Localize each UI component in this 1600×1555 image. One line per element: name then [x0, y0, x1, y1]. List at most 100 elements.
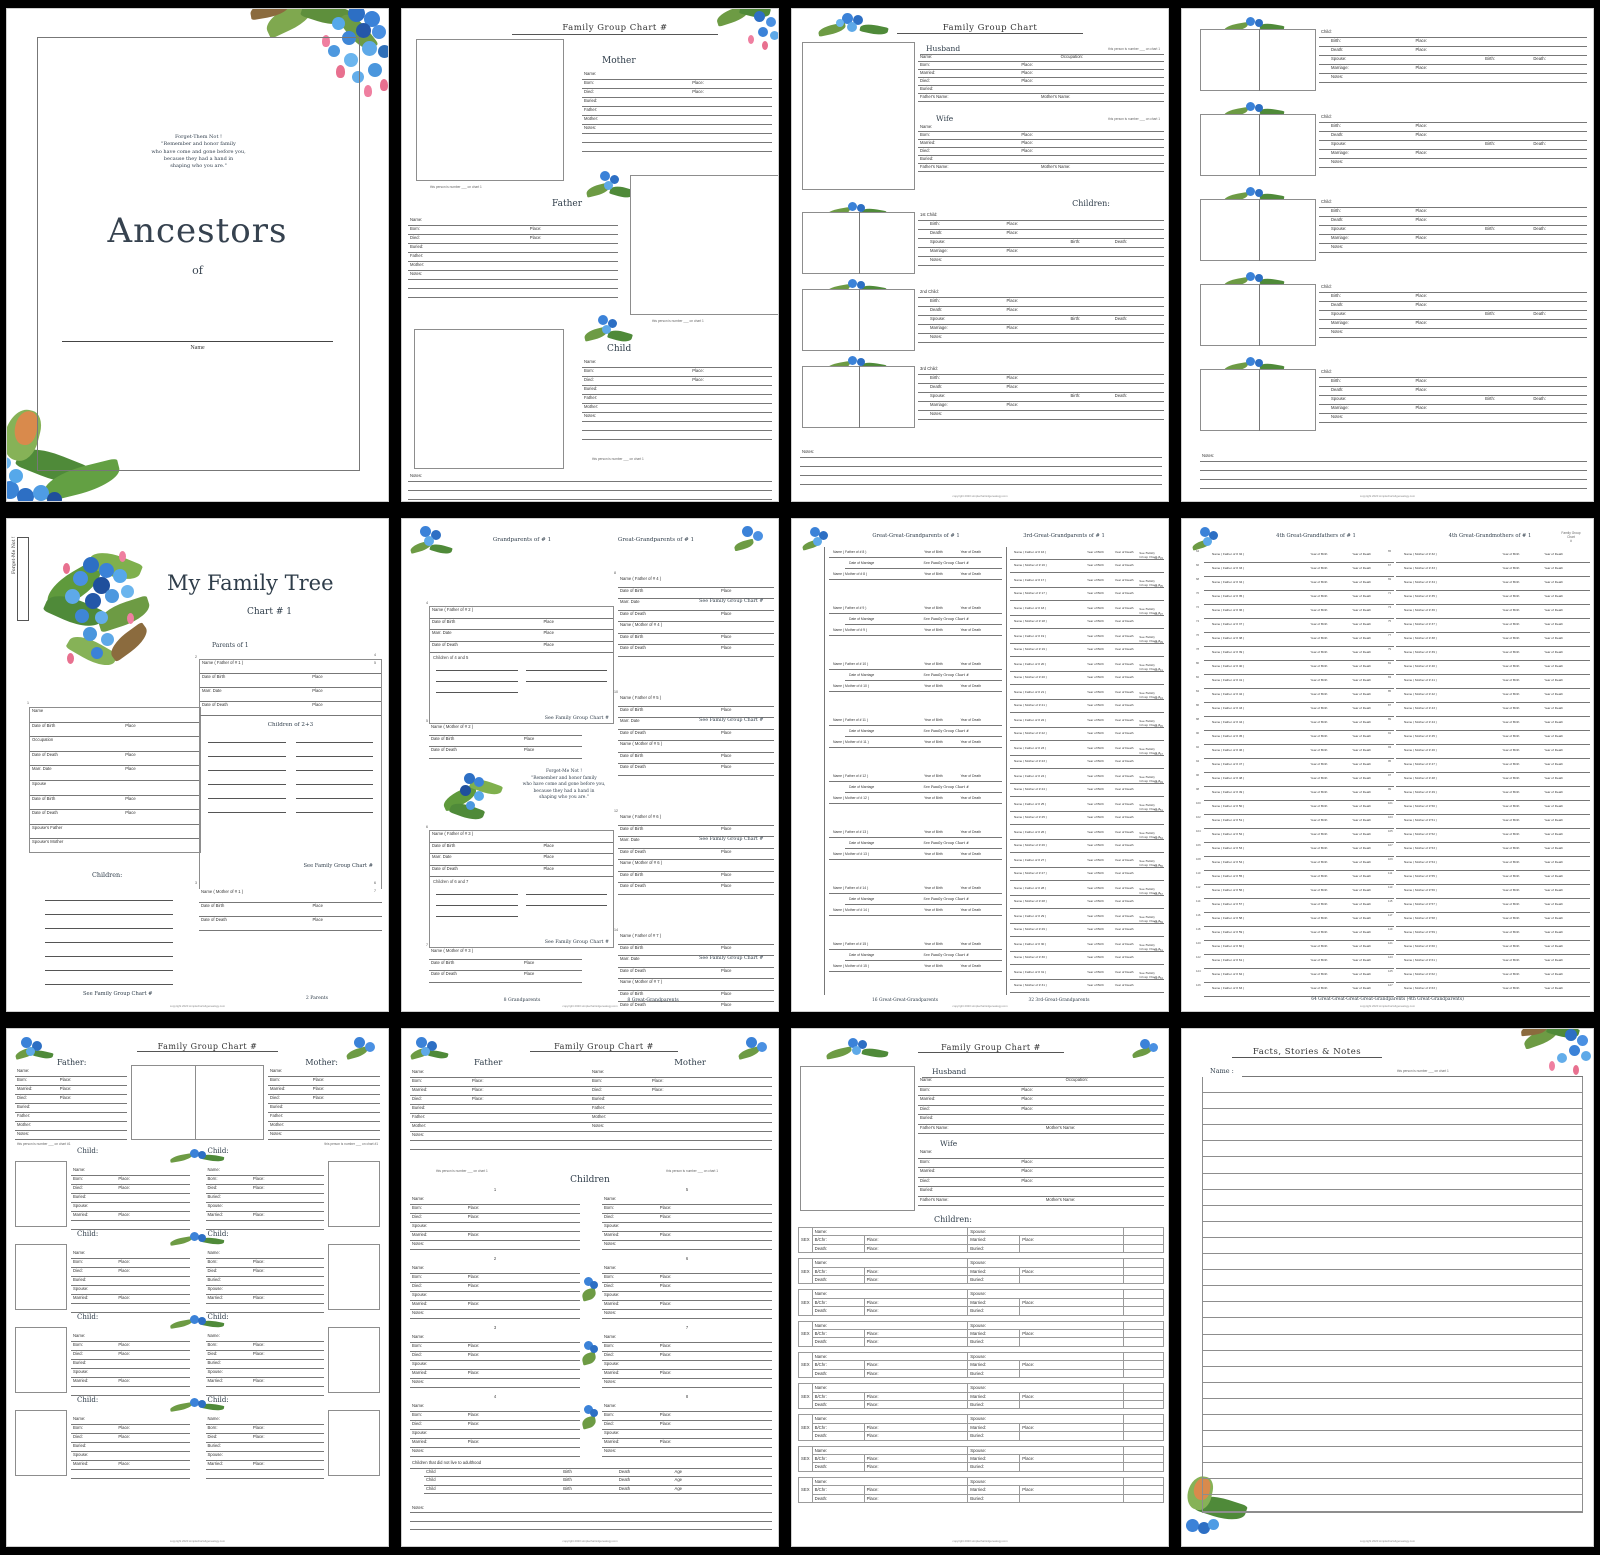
notes-line[interactable]	[1203, 1415, 1582, 1432]
mother-row[interactable]: Name ( Mother of # 30 ) Year of Birth Year…	[1010, 952, 1164, 965]
page-family-group-chart-mfc[interactable]: Family Group Chart # Mother Name: Born: P…	[401, 8, 779, 502]
table-row[interactable]: 73 Name ( Mother of # 36 ) Year of Birth Ye…	[1388, 605, 1586, 619]
notes-block[interactable]: Notes:	[800, 449, 1162, 485]
notes-line[interactable]	[1203, 1431, 1582, 1448]
fields-child[interactable]: Name: Born: Place: Died: Place: Buried: Fa…	[582, 359, 772, 440]
child-block[interactable]: Child: Birth: Place: Death: Place: Spouse:…	[1200, 187, 1587, 261]
notes-line[interactable]	[1203, 1399, 1582, 1415]
table-row[interactable]: 68 Name ( Father of # 34 ) Year of Birth Ye…	[1196, 577, 1394, 591]
notes-line[interactable]	[1203, 1222, 1582, 1238]
father-row[interactable]: Name ( Father of # 11 ) Year of Birth Year…	[829, 715, 1002, 726]
table-row[interactable]: 70 Name ( Father of # 35 ) Year of Birth Ye…	[1196, 591, 1394, 605]
table-row[interactable]: 110 Name ( Father of # 55 ) Year of Birth Y…	[1196, 871, 1394, 885]
pair-block[interactable]: Name ( Father of # 20 ) Year of Birth Year…	[1006, 659, 1164, 687]
father-row[interactable]: Name ( Father of # 26 ) Year of Birth Year…	[1010, 827, 1164, 840]
table-row[interactable]: 92 Name ( Father of # 46 ) Year of Birth Ye…	[1196, 745, 1394, 759]
fgc-ref-line[interactable]	[1562, 605, 1590, 619]
notes-line[interactable]	[1203, 1286, 1582, 1303]
table-row[interactable]: 126 Name ( Father of # 63 ) Year of Birth Y…	[1196, 983, 1394, 997]
pair-block[interactable]: Name ( Father of # 10 ) Year of Birth Year…	[824, 659, 1002, 715]
child-block[interactable]: 5 Name: Born: Place: Died: Place: Spouse: Marri…	[602, 1187, 772, 1250]
child-block[interactable]: Child: Name: Born: Place: Died: Place: Buried:…	[205, 1396, 380, 1479]
notes-line[interactable]	[1203, 1335, 1582, 1351]
table-row[interactable]: 111 Name ( Mother of # 55 ) Year of Birth Y…	[1388, 871, 1586, 885]
ggp-group[interactable]: Name ( Father of # 5 ) Date of Birth Plac…	[618, 695, 774, 776]
table-row[interactable]: 83 Name ( Mother of # 41 ) Year of Birth Ye…	[1388, 675, 1586, 689]
table-row[interactable]: 90 Name ( Father of # 45 ) Year of Birth Ye…	[1196, 731, 1394, 745]
mother-row[interactable]: Name ( Mother of # 13 ) Year of Birth Year…	[829, 849, 1002, 860]
marriage-row[interactable]: Date of Marriage See Family Group Chart #	[845, 838, 1002, 849]
marriage-row[interactable]: Date of Marriage See Family Group Chart #	[845, 614, 1002, 625]
father-row[interactable]: Name ( Father of # 25 ) Year of Birth Year…	[1010, 799, 1164, 812]
child-block[interactable]: 2nd Child: Birth: Place: Death: Place: Spo…	[802, 279, 1164, 351]
fgc-ref-line[interactable]	[1562, 745, 1590, 759]
table-row[interactable]: 77 Name ( Mother of # 38 ) Year of Birth Ye…	[1388, 633, 1586, 647]
marriage-row[interactable]: Date of Marriage See Family Group Chart #	[845, 894, 1002, 905]
notes-block[interactable]: Notes:	[1200, 453, 1587, 489]
table-row[interactable]: 106 Name ( Father of # 53 ) Year of Birth Y…	[1196, 843, 1394, 857]
table-row[interactable]: 91 Name ( Mother of # 45 ) Year of Birth Ye…	[1388, 731, 1586, 745]
photo-box-child[interactable]	[15, 1161, 67, 1227]
table-row[interactable]: 108 Name ( Father of # 54 ) Year of Birth Y…	[1196, 857, 1394, 871]
pair-block[interactable]: Name ( Father of # 26 ) Year of Birth Year…	[1006, 827, 1164, 855]
photo-box-child[interactable]	[802, 366, 915, 428]
table-row[interactable]: 67 Name ( Mother of # 33 ) Year of Birth Ye…	[1388, 563, 1586, 577]
table-row[interactable]: 80 Name ( Father of # 40 ) Year of Birth Ye…	[1196, 661, 1394, 675]
notes-line[interactable]	[1203, 1302, 1582, 1319]
marriage-row[interactable]: Date of Marriage See Family Group Chart #	[845, 726, 1002, 737]
fgc-ref-line[interactable]	[1562, 773, 1590, 787]
table-row[interactable]: 89 Name ( Mother of # 44 ) Year of Birth Ye…	[1388, 717, 1586, 731]
page-facts-stories-notes[interactable]: Facts, Stories & Notes Name : this perso…	[1181, 1028, 1594, 1547]
table-row[interactable]: 115 Name ( Mother of # 57 ) Year of Birth Y…	[1388, 899, 1586, 913]
table-row[interactable]: 118 Name ( Father of # 59 ) Year of Birth Y…	[1196, 927, 1394, 941]
notes-line[interactable]	[1203, 1141, 1582, 1158]
table-row[interactable]: 79 Name ( Mother of # 39 ) Year of Birth Ye…	[1388, 647, 1586, 661]
children-grid[interactable]: Child: Name: Born: Place: Died: Place: Buried:…	[15, 1147, 380, 1479]
fgc-ref-line[interactable]	[1562, 633, 1590, 647]
fgc-ref-line[interactable]	[1562, 983, 1590, 997]
mother-row[interactable]: Name ( Mother of # 10 ) Year of Birth Year…	[829, 681, 1002, 692]
notes-line[interactable]	[1203, 1447, 1582, 1464]
notes-line[interactable]	[1203, 1190, 1582, 1206]
fgc-ref-line[interactable]	[1562, 759, 1590, 773]
fgc-ref-line[interactable]	[1562, 955, 1590, 969]
mother-row[interactable]: Name ( Mother of # 26 ) Year of Birth Year…	[1010, 840, 1164, 853]
father-row[interactable]: Name ( Father of # 12 ) Year of Birth Year…	[829, 771, 1002, 782]
table-row[interactable]: 64 Name ( Father of # 32 ) Year of Birth Ye…	[1196, 549, 1394, 563]
table-row[interactable]: 96 Name ( Father of # 48 ) Year of Birth Ye…	[1196, 773, 1394, 787]
pair-block[interactable]: Name ( Father of # 11 ) Year of Birth Year…	[824, 715, 1002, 771]
photo-box-child[interactable]	[414, 329, 564, 469]
fgc-ref-line[interactable]	[1562, 661, 1590, 675]
father-row[interactable]: Name ( Father of # 23 ) Year of Birth Year…	[1010, 743, 1164, 756]
fgc-ref-line[interactable]	[1562, 941, 1590, 955]
father-row[interactable]: Name ( Father of # 18 ) Year of Birth Year…	[1010, 603, 1164, 616]
table-row[interactable]: 75 Name ( Mother of # 37 ) Year of Birth Ye…	[1388, 619, 1586, 633]
table-row[interactable]: Child Birth Death Age	[424, 1486, 772, 1494]
self-box[interactable]: Name Date of Birth Place Occupation Date …	[29, 707, 201, 853]
table-row[interactable]: 98 Name ( Father of # 49 ) Year of Birth Ye…	[1196, 787, 1394, 801]
fields-mother[interactable]: Name: Born: Place: Died: Place: Buried: Fa…	[582, 71, 772, 152]
notes-line[interactable]	[1203, 1479, 1582, 1496]
table-row[interactable]: 95 Name ( Mother of # 47 ) Year of Birth Ye…	[1388, 759, 1586, 773]
grandmother-fields[interactable]: Name ( Mother of # 2 ) Date of Birth Plac…	[429, 724, 582, 759]
child-block[interactable]: Child: Birth: Place: Death: Place: Spouse:…	[1200, 272, 1587, 346]
mother-row[interactable]: Name ( Mother of # 20 ) Year of Birth Year…	[1010, 672, 1164, 685]
child-row-table[interactable]: SEX Name: Spouse: B/Chr: Place: Married: Place…	[798, 1289, 1164, 1316]
photo-box-child[interactable]	[1200, 199, 1316, 261]
photo-box-child[interactable]	[1200, 114, 1316, 176]
notes-lines[interactable]	[1202, 1077, 1583, 1513]
photo-box-father-right[interactable]	[630, 175, 778, 315]
pair-block[interactable]: Name ( Father of # 9 ) Year of Birth Year …	[824, 603, 1002, 659]
notes-line[interactable]	[1203, 1238, 1582, 1255]
table-row[interactable]: 101 Name ( Mother of # 50 ) Year of Birth Y…	[1388, 801, 1586, 815]
table-row[interactable]: 99 Name ( Mother of # 49 ) Year of Birth Ye…	[1388, 787, 1586, 801]
marriage-row[interactable]: Date of Marriage See Family Group Chart #	[845, 950, 1002, 961]
father-row[interactable]: Name ( Father of # 10 ) Year of Birth Year…	[829, 659, 1002, 670]
photo-box-child[interactable]	[15, 1244, 67, 1310]
table-row[interactable]: 69 Name ( Mother of # 34 ) Year of Birth Ye…	[1388, 577, 1586, 591]
table-row[interactable]: 100 Name ( Father of # 50 ) Year of Birth Y…	[1196, 801, 1394, 815]
table-row[interactable]: 105 Name ( Mother of # 52 ) Year of Birth Y…	[1388, 829, 1586, 843]
child-block[interactable]: 4 Name: Born: Place: Died: Place: Spouse: Marri…	[410, 1394, 580, 1457]
marriage-row[interactable]: Date of Marriage See Family Group Chart #	[845, 670, 1002, 681]
ggp-group[interactable]: Name ( Father of # 6 ) Date of Birth Plac…	[618, 814, 774, 895]
